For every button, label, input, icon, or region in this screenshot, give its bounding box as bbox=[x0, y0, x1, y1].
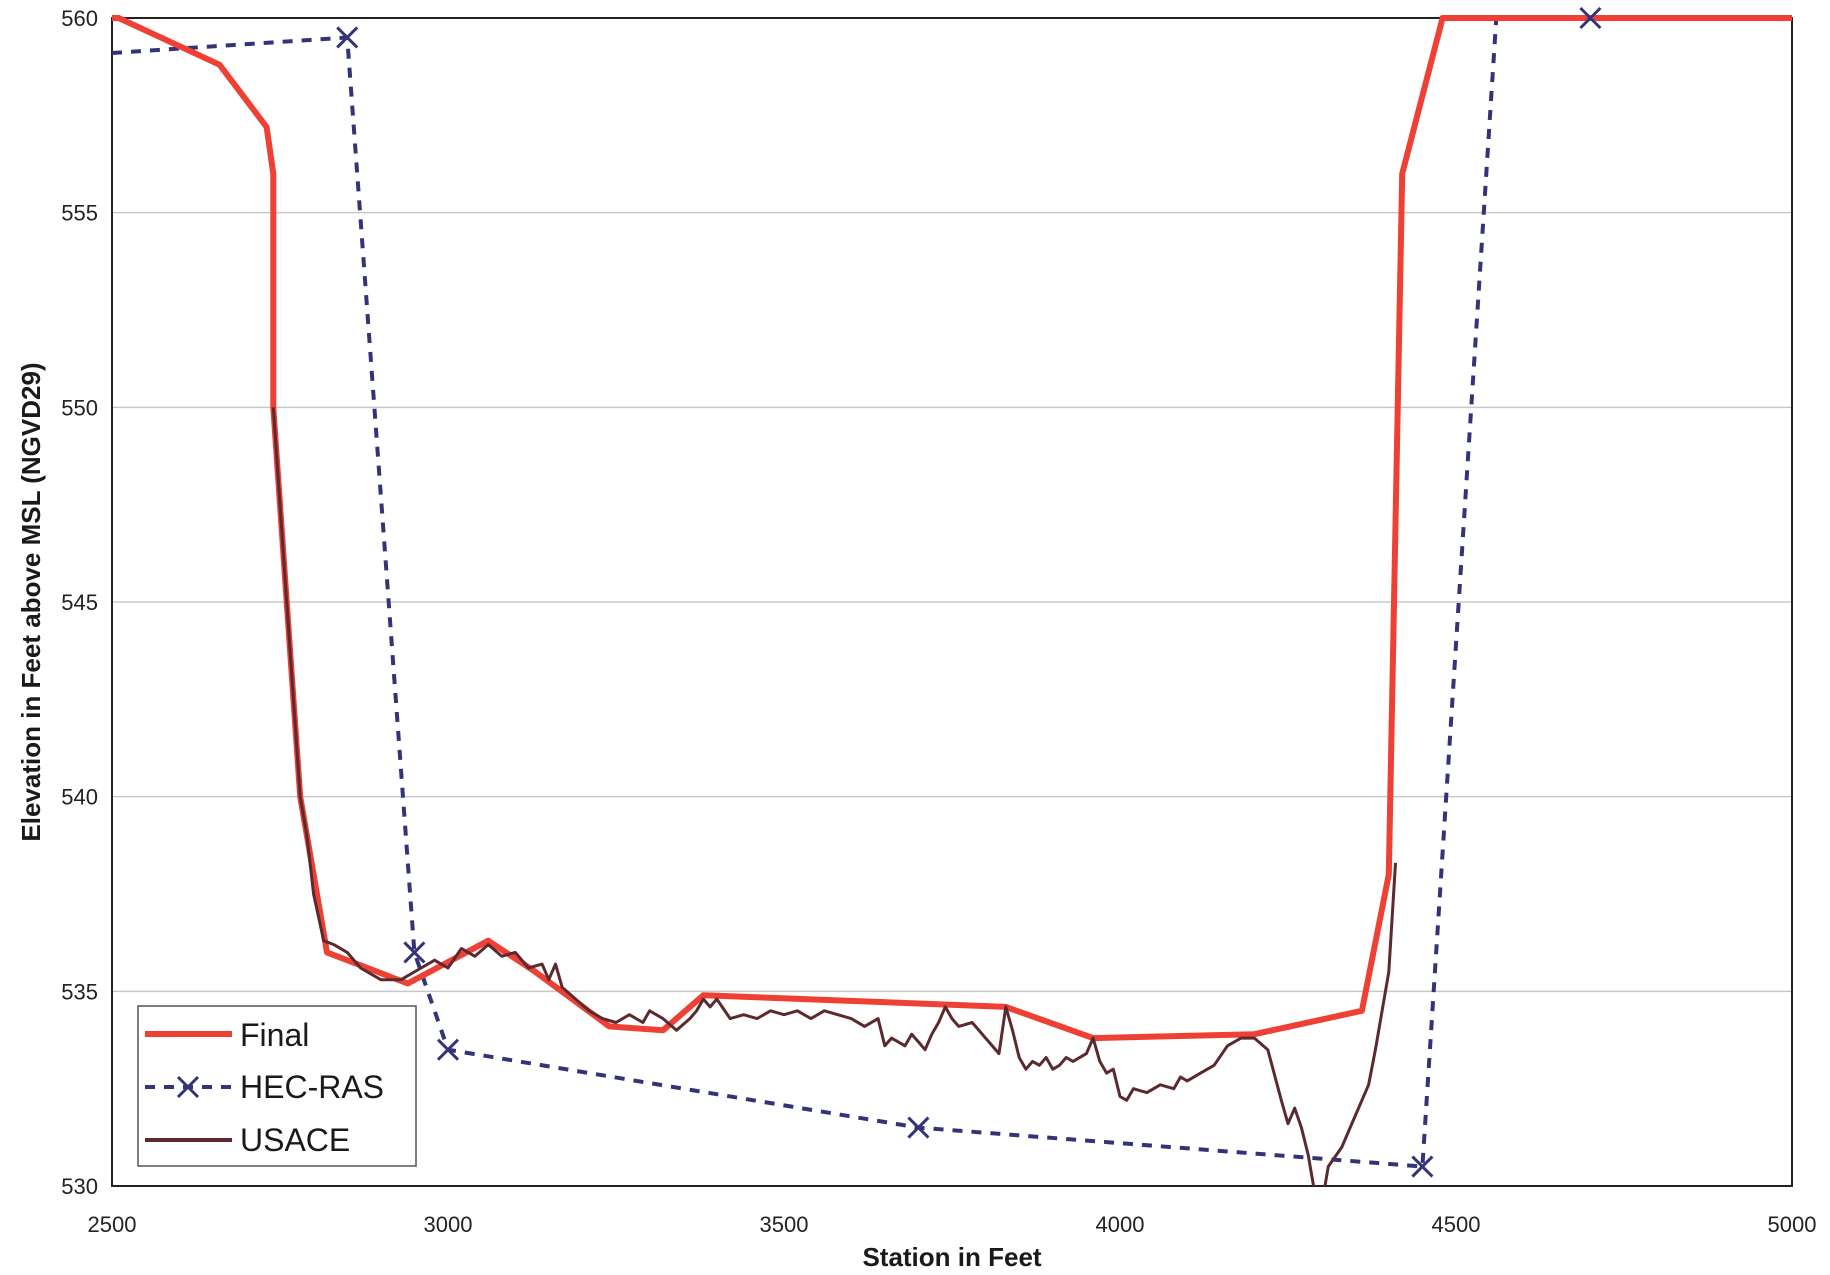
x-tick-label: 3000 bbox=[424, 1212, 473, 1237]
hecras-marker-x-icon bbox=[336, 26, 359, 49]
series-hecras-line bbox=[112, 16, 1792, 1169]
tick-labels: 530 535 540 545 550 555 560 2500 3000 3500 4000 450… bbox=[61, 6, 1816, 1237]
x-axis-title: Station in Feet bbox=[862, 1242, 1041, 1272]
plot-area-frame bbox=[111, 17, 1793, 1187]
legend: Final HEC-RAS USACE bbox=[137, 1005, 417, 1167]
hecras-marker-x-icon bbox=[436, 1038, 460, 1061]
y-tick-label: 555 bbox=[61, 201, 98, 226]
y-tick-label: 550 bbox=[61, 395, 98, 420]
y-tick-label: 530 bbox=[61, 1174, 98, 1199]
y-tick-label: 540 bbox=[61, 785, 98, 810]
legend-hecras-x-icon bbox=[176, 1075, 200, 1099]
y-tick-label: 535 bbox=[61, 979, 98, 1004]
y-tick-label: 545 bbox=[61, 590, 98, 615]
gridlines bbox=[112, 211, 1792, 993]
hecras-marker-x-icon bbox=[907, 1116, 930, 1139]
x-tick-label: 2500 bbox=[88, 1212, 137, 1237]
legend-usace-label: USACE bbox=[240, 1122, 350, 1158]
series-usace-line bbox=[271, 407, 1397, 1186]
series-layer bbox=[112, 6, 1792, 1186]
x-tick-label: 3500 bbox=[760, 1212, 809, 1237]
legend-hecras-label: HEC-RAS bbox=[240, 1069, 384, 1105]
y-tick-label: 560 bbox=[61, 6, 98, 31]
x-tick-label: 5000 bbox=[1768, 1212, 1817, 1237]
y-axis-title: Elevation in Feet above MSL (NGVD29) bbox=[16, 362, 46, 841]
hecras-marker-x-icon bbox=[403, 941, 426, 964]
legend-final-label: Final bbox=[240, 1017, 309, 1053]
x-tick-label: 4500 bbox=[1432, 1212, 1481, 1237]
hecras-marker-x-icon bbox=[1579, 6, 1602, 30]
x-tick-label: 4000 bbox=[1096, 1212, 1145, 1237]
series-final-line bbox=[112, 15, 1792, 1042]
hecras-marker-x-icon bbox=[1411, 1155, 1434, 1178]
